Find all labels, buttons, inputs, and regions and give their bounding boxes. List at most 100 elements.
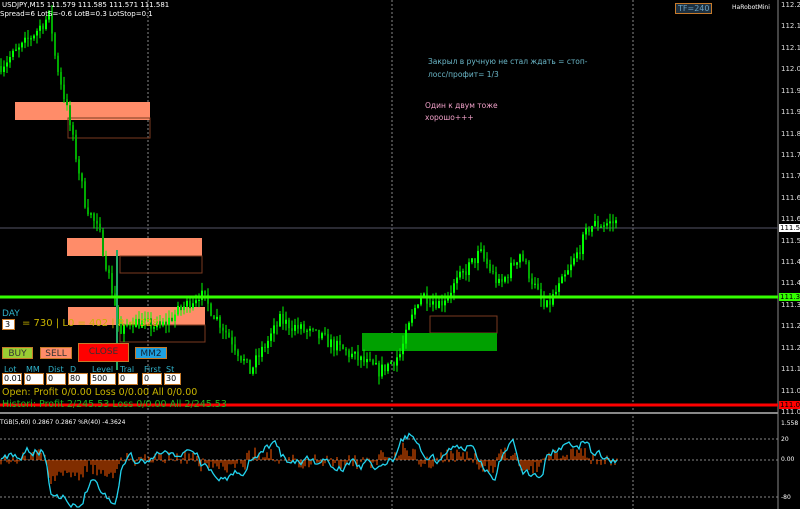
candle-body — [228, 332, 230, 338]
note-line: лосс/профит= 1/3 — [428, 70, 499, 79]
candle-body — [27, 37, 29, 39]
buy-button[interactable]: BUY — [2, 347, 33, 359]
candle-body — [534, 283, 536, 285]
candle-body — [264, 346, 266, 348]
candle-body — [267, 340, 269, 348]
candle-body — [315, 329, 317, 331]
candle-body — [417, 304, 419, 308]
close-button[interactable]: CLOSE — [78, 343, 129, 362]
candle-body — [573, 258, 575, 265]
williams-r-line — [0, 432, 618, 509]
candle-body — [57, 55, 59, 73]
candle-body — [180, 305, 182, 311]
note-line: Закрыл в ручную не стал ждать = стоп- — [428, 57, 588, 66]
candle-body — [201, 290, 203, 300]
timeframe-badge[interactable]: TF=240 — [675, 3, 713, 14]
price-tick: 112.04 — [781, 65, 800, 74]
field-input-d[interactable]: 80 — [68, 373, 88, 385]
candle-body — [60, 72, 62, 85]
candle-body — [66, 99, 68, 106]
candle-body — [330, 339, 332, 348]
candle-body — [48, 10, 50, 20]
candle-body — [90, 213, 92, 215]
candle-body — [402, 343, 404, 355]
field-label-level: Level — [92, 365, 114, 374]
sell-zone — [15, 102, 150, 120]
field-input-st[interactable]: 30 — [164, 373, 181, 385]
field-input-mm[interactable]: 0 — [24, 373, 44, 385]
candle-body — [576, 252, 578, 259]
candle-body — [282, 313, 284, 324]
candle-body — [135, 318, 137, 328]
candle-body — [333, 339, 335, 351]
candle-body — [390, 362, 392, 364]
candle-body — [165, 321, 167, 325]
candle-body — [30, 38, 32, 40]
candle-body — [591, 226, 593, 232]
candle-body — [174, 314, 176, 322]
candle-body — [273, 325, 275, 334]
candle-body — [300, 324, 302, 329]
indicator-scale-top: 1.558 — [781, 420, 799, 427]
field-label-tral: Tral — [120, 365, 135, 374]
candle-body — [585, 228, 587, 235]
field-input-lot[interactable]: 0.01 — [2, 373, 22, 385]
candle-body — [570, 264, 572, 271]
price-tick: 111.22 — [781, 343, 800, 352]
candle-body — [564, 274, 566, 277]
indicator-level-0: 0.00 — [781, 456, 795, 463]
candle-body — [198, 299, 200, 301]
price-tick: 111.97 — [781, 86, 800, 95]
candle-body — [6, 62, 8, 67]
green-level-marker: 111.37 — [779, 293, 800, 301]
candle-body — [3, 66, 5, 72]
candle-body — [384, 364, 386, 372]
candle-body — [240, 356, 242, 361]
candle-body — [477, 250, 479, 264]
candle-body — [84, 181, 86, 208]
candle-body — [54, 33, 56, 56]
day-summary: = 730 | L0 = 402 | R = 328 — [22, 318, 159, 329]
candle-body — [549, 300, 551, 305]
field-input-first[interactable]: 0 — [142, 373, 162, 385]
field-input-dist[interactable]: 0 — [46, 373, 66, 385]
params-info: Spread=6 LotS=-0.6 LotB=0.3 LotStop=0.1 — [0, 10, 153, 18]
mm2-button[interactable]: MM2 — [135, 347, 167, 359]
candle-body — [18, 47, 20, 50]
day-input[interactable]: 3 — [2, 319, 15, 330]
candle-body — [177, 305, 179, 315]
field-label-lot: Lot — [4, 365, 17, 374]
candle-body — [603, 225, 605, 227]
candle-body — [33, 35, 35, 39]
price-tick: 111.72 — [781, 172, 800, 181]
field-input-tral[interactable]: 0 — [118, 373, 138, 385]
candle-body — [243, 359, 245, 361]
candle-body — [78, 159, 80, 174]
candle-body — [438, 301, 440, 309]
candle-body — [450, 292, 452, 296]
candle-body — [225, 330, 227, 333]
candle-body — [342, 344, 344, 350]
candle-body — [108, 269, 110, 274]
candle-body — [414, 307, 416, 315]
candle-body — [252, 367, 254, 374]
field-input-level[interactable]: 500 — [90, 373, 116, 385]
candle-body — [186, 300, 188, 307]
candle-body — [396, 357, 398, 366]
candle-body — [513, 262, 515, 265]
candle-body — [291, 328, 293, 331]
candle-body — [231, 337, 233, 345]
candle-body — [441, 301, 443, 306]
candle-body — [594, 221, 596, 227]
candle-body — [285, 319, 287, 324]
price-tick: 112.10 — [781, 43, 800, 52]
candle-body — [426, 293, 428, 304]
price-tick: 111.79 — [781, 150, 800, 159]
price-tick: 111.09 — [781, 386, 800, 395]
price-tick: 111.41 — [781, 279, 800, 288]
candle-body — [339, 340, 341, 345]
candle-body — [462, 271, 464, 273]
sell-button[interactable]: SELL — [40, 347, 72, 359]
